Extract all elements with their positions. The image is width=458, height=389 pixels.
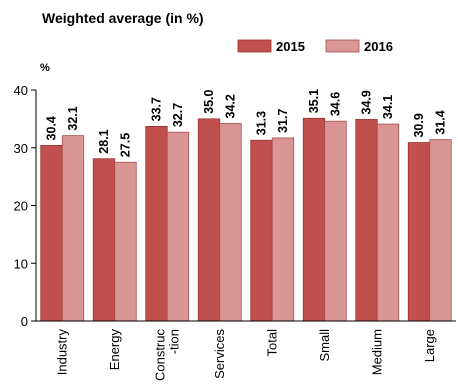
x-axis: Industry Energy Construc -tion Services Total…: [36, 320, 456, 382]
data-label: 31.3: [255, 111, 269, 135]
bar-2016-medium: [376, 123, 400, 322]
bar-2016-construction: [166, 131, 190, 322]
data-label: 33.7: [150, 97, 164, 121]
y-axis-unit: %: [40, 62, 50, 74]
bar-2016-services: [219, 123, 242, 322]
x-tick-label: Total: [264, 329, 279, 357]
data-labels: 30.4 32.1 28.1 27.5 33.7 32.7 35.0 34.2 31.3 31.7…: [45, 89, 448, 157]
y-tick-label: 40: [14, 83, 28, 98]
data-label: 31.4: [434, 110, 448, 134]
data-label: 32.7: [171, 103, 185, 127]
y-tick-label: 10: [14, 256, 28, 271]
bars: [40, 117, 452, 322]
legend: 2015 2016: [237, 39, 393, 54]
y-tick-label: 20: [14, 199, 28, 214]
data-label: 35.0: [202, 89, 216, 113]
bar-2015-medium: [355, 119, 378, 322]
data-label: 31.7: [276, 109, 290, 133]
x-tick-label: Medium: [369, 329, 384, 375]
bar-2016-large: [429, 139, 452, 322]
data-label: 28.1: [97, 129, 111, 153]
data-label: 35.1: [307, 89, 321, 113]
bar-2016-small: [324, 120, 347, 322]
y-tick-label: 30: [14, 141, 28, 156]
legend-label-2015: 2015: [276, 39, 305, 54]
x-tick-label: Large: [422, 329, 437, 362]
bar-2016-energy: [114, 161, 137, 322]
legend-swatch-2015: [237, 39, 272, 53]
data-label: 27.5: [119, 133, 133, 157]
bar-2016-industry: [61, 135, 85, 322]
legend-label-2016: 2016: [364, 39, 393, 54]
bar-2015-energy: [92, 158, 116, 322]
data-label: 34.9: [360, 90, 374, 114]
bar-2015-small: [302, 117, 326, 322]
bar-2015-construction: [145, 125, 168, 322]
legend-swatch-2016: [325, 39, 360, 53]
x-tick-label: Industry: [54, 329, 69, 376]
data-label: 34.1: [381, 95, 395, 119]
data-label: 34.6: [329, 92, 343, 116]
data-label: 32.1: [66, 106, 80, 130]
y-tick-label: 0: [21, 314, 28, 329]
data-label: 30.4: [45, 116, 59, 140]
x-tick-label: Construc: [152, 329, 167, 382]
bar-2015-total: [250, 139, 273, 322]
bar-2015-services: [197, 118, 221, 322]
y-axis: 0 10 20 30 40: [14, 83, 37, 329]
data-label: 30.9: [412, 113, 426, 137]
bar-2015-industry: [40, 145, 63, 322]
bar-2015-large: [407, 142, 431, 322]
x-tick-label: Services: [212, 329, 227, 379]
x-tick-label: -tion: [166, 329, 181, 354]
data-label: 34.2: [224, 94, 238, 118]
x-tick-label: Small: [317, 329, 332, 362]
bar-2016-total: [271, 137, 295, 322]
chart-title: Weighted average (in %): [42, 10, 204, 26]
x-tick-label: Energy: [107, 329, 122, 371]
